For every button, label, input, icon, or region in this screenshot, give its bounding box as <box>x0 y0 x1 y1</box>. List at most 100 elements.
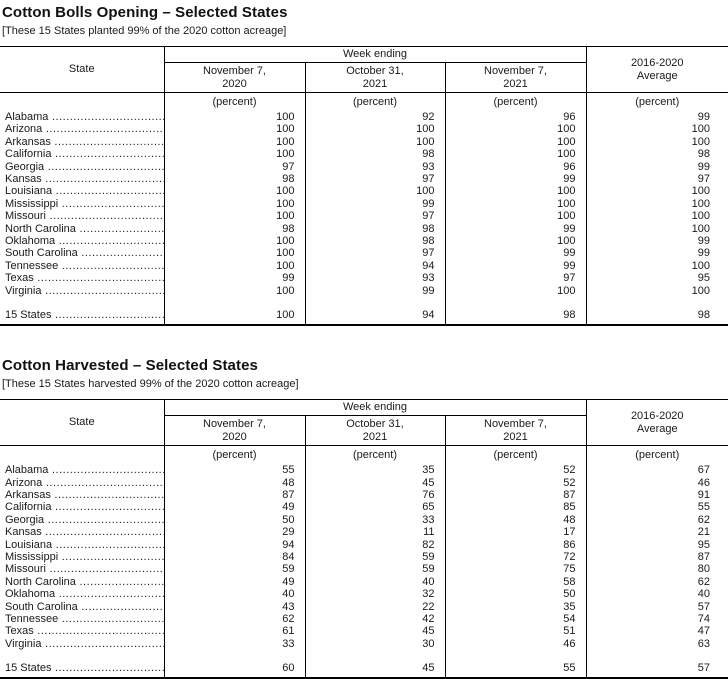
value-cell: 100 <box>445 210 587 223</box>
value-cell: 98 <box>164 173 306 186</box>
value-cell: 30 <box>305 637 446 651</box>
table-row: Arizona484552 46 <box>0 476 728 489</box>
spacer-cell <box>445 297 587 307</box>
table-title: Cotton Harvested – Selected States <box>2 357 258 375</box>
value-cell: 46 <box>445 637 587 651</box>
state-cell: Arizona <box>0 476 165 489</box>
state-label: Mississippi <box>5 198 163 210</box>
table-row: Arkansas87768791 <box>0 488 728 502</box>
table-row: Louisiana948286 95 <box>0 538 728 551</box>
state-cell: Tennessee <box>0 259 165 273</box>
value-cell: 84 <box>164 550 306 564</box>
value-cell: 91 <box>697 488 710 501</box>
value-cell: 50 <box>164 513 306 527</box>
state-label: 15 States <box>5 662 163 674</box>
table-row: Mississippi10099100100 <box>0 197 728 211</box>
table-row: Arizona100100100100 <box>0 123 728 136</box>
value-cell: 97 <box>164 160 306 174</box>
table-header: State Week ending 2016-2020 Average Nove… <box>0 399 728 465</box>
value-cell: 11 <box>305 526 446 539</box>
value-cell: 29 <box>164 526 306 539</box>
value-cell: 100 <box>691 185 710 198</box>
value-cell: 35 <box>445 600 587 613</box>
table-row: Alabama553552 67 <box>0 464 728 477</box>
column-header-state: State <box>0 46 165 93</box>
value-cell: 100 <box>164 135 306 149</box>
value-cell: 55 <box>164 464 306 477</box>
value-cell: 100 <box>164 259 306 273</box>
value-cell: 86 <box>445 538 587 551</box>
value-cell: 98 <box>305 222 446 236</box>
header-row-group: State Week ending 2016-2020 Average <box>0 399 728 447</box>
value-cell: 45 <box>305 625 446 638</box>
state-cell: 15 States <box>0 306 165 326</box>
table-header: State Week ending 2016-2020 Average Nove… <box>0 46 728 111</box>
value-cell: 87 <box>164 488 306 502</box>
table-row: Oklahoma40325040 <box>0 588 728 601</box>
state-cell: Louisiana <box>0 538 165 551</box>
table-row: Oklahoma1009810099 <box>0 235 728 248</box>
state-cell: Tennessee <box>0 612 165 626</box>
total-row: 15 States100949898 <box>0 306 728 326</box>
value-cell: 43 <box>164 600 306 613</box>
value-cell: 100 <box>164 123 306 136</box>
value-cell: 96 <box>445 111 587 124</box>
value-cell: 52 <box>445 476 587 489</box>
header-row-dates: November 7, 2020 October 31, 2021 Novemb… <box>0 62 728 93</box>
state-label: Georgia <box>5 161 163 173</box>
value-cell: 100 <box>445 123 587 136</box>
value-cell: 100 <box>691 197 710 210</box>
table-row: Missouri10097100100 <box>0 210 728 223</box>
value-cell: 97 <box>305 173 446 186</box>
value-cell: 55 <box>445 659 587 679</box>
value-cell: 33 <box>164 637 306 651</box>
value-cell: 72 <box>445 550 587 564</box>
state-label: Alabama <box>5 111 163 123</box>
table-row: North Carolina989899100 <box>0 222 728 236</box>
value-cell: 100 <box>164 111 306 124</box>
value-cell: 100 <box>445 185 587 198</box>
state-cell: Texas <box>0 625 165 638</box>
unit-cell: (percent) <box>635 95 680 108</box>
column-header-week-ending: Week ending <box>164 46 587 63</box>
value-cell: 40 <box>697 588 710 601</box>
state-label: Tennessee <box>5 613 163 625</box>
state-cell: Oklahoma <box>0 588 165 601</box>
table-row: Arkansas100100100100 <box>0 135 728 149</box>
column-header-date: November 7, 2020 <box>164 62 306 93</box>
value-cell: 100 <box>305 123 446 136</box>
table-subtitle: [These 15 States planted 99% of the 2020… <box>2 25 287 37</box>
unit-cell: (percent) <box>305 92 446 111</box>
value-cell: 48 <box>164 476 306 489</box>
table-row: Virginia10099100100 <box>0 284 728 298</box>
value-cell: 65 <box>305 501 446 514</box>
value-cell: 100 <box>691 259 710 272</box>
value-cell: 82 <box>305 538 446 551</box>
state-label: Kansas <box>5 526 163 538</box>
value-cell: 100 <box>445 135 587 149</box>
value-cell: 100 <box>691 135 710 148</box>
header-row-group: State Week ending 2016-2020 Average <box>0 46 728 93</box>
table-body: Alabama55355267Arizona48455246Arkansas87… <box>0 464 728 679</box>
state-label: California <box>5 501 163 513</box>
column-header-state: State <box>0 399 165 447</box>
state-cell: Louisiana <box>0 185 165 198</box>
value-cell: 100 <box>445 197 587 211</box>
value-cell: 45 <box>305 659 446 679</box>
value-cell: 21 <box>697 526 710 539</box>
table-row: South Carolina432235 57 <box>0 600 728 613</box>
value-cell: 48 <box>445 513 587 527</box>
table-row: Texas999397 95 <box>0 272 728 285</box>
value-cell: 98 <box>164 222 306 236</box>
value-cell: 99 <box>697 247 710 260</box>
value-cell: 87 <box>697 550 710 563</box>
value-cell: 97 <box>445 272 587 285</box>
value-cell: 99 <box>697 160 710 173</box>
value-cell: 51 <box>445 625 587 638</box>
value-cell: 99 <box>305 197 446 211</box>
value-cell: 32 <box>305 588 446 601</box>
value-cell: 94 <box>305 259 446 273</box>
unit-cell: (percent) <box>164 92 306 111</box>
value-cell: 59 <box>164 563 306 576</box>
column-header-date: November 7, 2021 <box>445 62 587 93</box>
